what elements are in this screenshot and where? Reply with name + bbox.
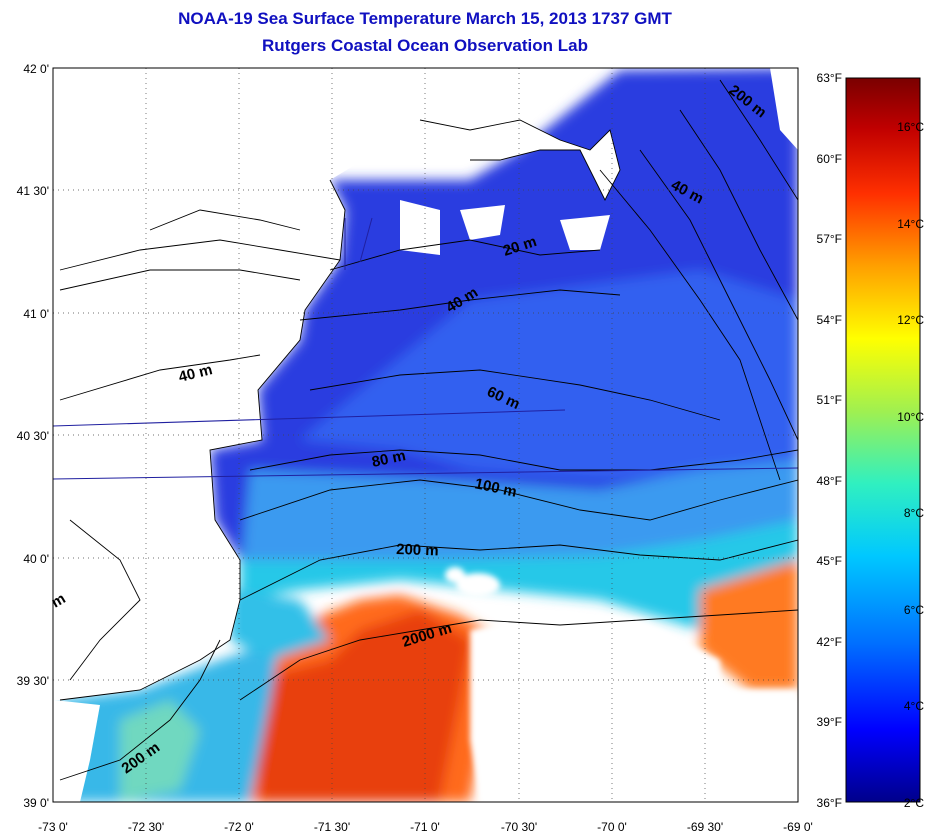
lon-label: -69 0' [783, 820, 813, 834]
isobath-label: 200 m [396, 541, 439, 559]
lon-label: -73 0' [38, 820, 68, 834]
fahrenheit-label: 45°F [817, 554, 842, 568]
map-title: NOAA-19 Sea Surface Temperature March 15… [178, 9, 672, 28]
lon-label: -71 0' [410, 820, 440, 834]
fahrenheit-label: 63°F [817, 71, 842, 85]
fahrenheit-label: 42°F [817, 635, 842, 649]
lat-label: 39 0' [23, 796, 49, 810]
celsius-label: 16°C [897, 120, 924, 134]
lat-label: 40 30' [17, 429, 49, 443]
celsius-label: 10°C [897, 410, 924, 424]
fahrenheit-label: 39°F [817, 715, 842, 729]
celsius-label: 8°C [904, 506, 924, 520]
lat-label: 42 0' [23, 62, 49, 76]
lat-label: 40 0' [23, 552, 49, 566]
lat-axis: 42 0' 41 30' 41 0' 40 30' 40 0' 39 30' 3… [17, 62, 49, 810]
lon-label: -72 30' [128, 820, 164, 834]
lon-label: -70 0' [597, 820, 627, 834]
lon-label: -69 30' [687, 820, 723, 834]
lon-label: -70 30' [501, 820, 537, 834]
fahrenheit-label: 57°F [817, 232, 842, 246]
celsius-label: 14°C [897, 217, 924, 231]
colorbar [845, 77, 921, 803]
celsius-label: 12°C [897, 313, 924, 327]
celsius-label: 2°C [904, 796, 924, 810]
lat-label: 41 0' [23, 307, 49, 321]
fahrenheit-label: 51°F [817, 393, 842, 407]
graticule [53, 68, 798, 802]
plot-frame [52, 67, 799, 803]
fahrenheit-label: 48°F [817, 474, 842, 488]
transect-lines [52, 217, 799, 480]
lon-label: -71 30' [314, 820, 350, 834]
celsius-label: 4°C [904, 699, 924, 713]
lon-axis: -73 0' -72 30' -72 0' -71 30' -71 0' -70… [38, 820, 813, 834]
lat-label: 41 30' [17, 184, 49, 198]
map-subtitle: Rutgers Coastal Ocean Observation Lab [262, 36, 588, 55]
fahrenheit-label: 36°F [817, 796, 842, 810]
isobath-label: 80 m [370, 447, 407, 471]
fahrenheit-label: 60°F [817, 152, 842, 166]
lat-label: 39 30' [17, 674, 49, 688]
sst-field [53, 68, 798, 802]
colorbar-celsius-labels: 16°C 14°C 12°C 10°C 8°C 6°C 4°C 2°C [897, 120, 924, 810]
fahrenheit-label: 54°F [817, 313, 842, 327]
isobath-lines [59, 79, 798, 781]
celsius-label: 6°C [904, 603, 924, 617]
lon-label: -72 0' [224, 820, 254, 834]
colorbar-fahrenheit-labels: 63°F 60°F 57°F 54°F 51°F 48°F 45°F 42°F … [817, 71, 842, 810]
